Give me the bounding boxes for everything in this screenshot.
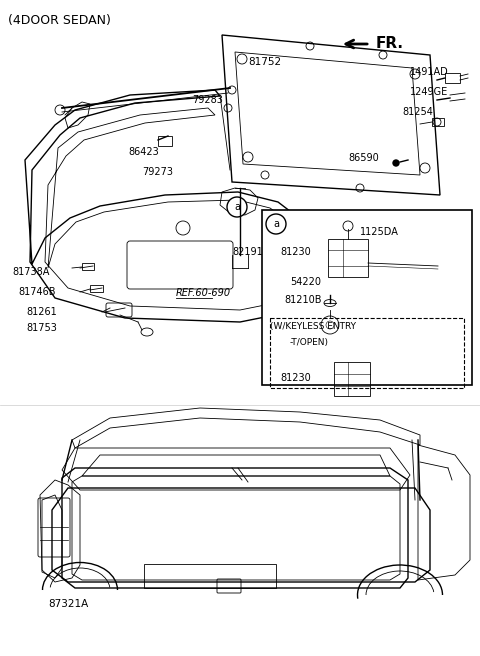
Text: 86423: 86423 <box>128 147 159 157</box>
Text: 81230: 81230 <box>280 247 311 257</box>
Text: REF.60-690: REF.60-690 <box>176 288 231 298</box>
Text: 54220: 54220 <box>290 277 321 287</box>
Text: FR.: FR. <box>376 37 404 52</box>
Text: (W/KEYLESS ENTRY: (W/KEYLESS ENTRY <box>270 321 356 331</box>
Text: 79283: 79283 <box>192 95 223 105</box>
FancyBboxPatch shape <box>262 210 472 385</box>
Text: 87321A: 87321A <box>48 599 88 609</box>
Text: 79273: 79273 <box>142 167 173 177</box>
Text: 81752: 81752 <box>248 57 281 67</box>
Text: 1491AD: 1491AD <box>410 67 449 77</box>
Text: 1125DA: 1125DA <box>360 227 399 237</box>
Text: 81753: 81753 <box>26 323 57 333</box>
Text: a: a <box>273 219 279 229</box>
Text: 86590: 86590 <box>348 153 379 163</box>
Text: 81254: 81254 <box>402 107 433 117</box>
Text: 81210B: 81210B <box>284 295 322 305</box>
Text: -T/OPEN): -T/OPEN) <box>290 337 329 346</box>
Circle shape <box>393 160 399 166</box>
Text: 81261: 81261 <box>26 307 57 317</box>
Text: 81746B: 81746B <box>18 287 56 297</box>
Text: 81230: 81230 <box>280 373 311 383</box>
Text: a: a <box>234 202 240 212</box>
Text: 1249GE: 1249GE <box>410 87 448 97</box>
Text: 82191: 82191 <box>232 247 263 257</box>
Text: (4DOOR SEDAN): (4DOOR SEDAN) <box>8 14 111 27</box>
Circle shape <box>227 197 247 217</box>
Circle shape <box>266 214 286 234</box>
Text: 81738A: 81738A <box>12 267 49 277</box>
